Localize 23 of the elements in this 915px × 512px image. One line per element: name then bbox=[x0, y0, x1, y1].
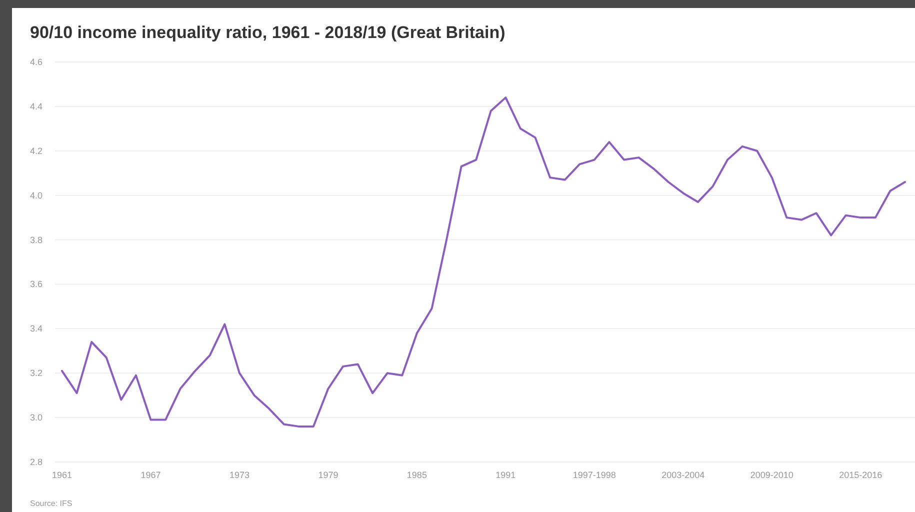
y-tick-label: 3.2 bbox=[30, 368, 43, 378]
x-tick-label: 1985 bbox=[406, 470, 427, 480]
chart-title: 90/10 income inequality ratio, 1961 - 2018/19 (Great Britain) bbox=[30, 23, 506, 42]
y-tick-label: 2.8 bbox=[30, 457, 43, 467]
x-tick-label: 1979 bbox=[318, 470, 338, 480]
x-tick-label: 1967 bbox=[140, 470, 161, 480]
y-tick-label: 4.0 bbox=[30, 190, 43, 200]
source-note: Source: IFS bbox=[30, 499, 72, 508]
x-tick-label: 1961 bbox=[52, 470, 72, 480]
y-tick-label: 3.4 bbox=[30, 324, 43, 334]
x-tick-label: 1991 bbox=[496, 470, 516, 480]
x-tick-label: 1973 bbox=[229, 470, 250, 480]
y-tick-label: 4.6 bbox=[30, 57, 43, 67]
line-series bbox=[61, 96, 906, 428]
x-tick-label: 2015-2016 bbox=[839, 470, 882, 480]
y-tick-label: 3.8 bbox=[30, 234, 43, 245]
x-tick-label: 1997-1998 bbox=[572, 470, 616, 480]
y-tick-label: 3.6 bbox=[30, 279, 43, 290]
x-tick-label: 2009-2010 bbox=[750, 470, 794, 480]
x-tick-label: 2003-2004 bbox=[662, 470, 705, 480]
y-tick-label: 3.0 bbox=[30, 412, 43, 423]
y-tick-label: 4.2 bbox=[30, 146, 43, 156]
y-tick-label: 4.4 bbox=[30, 101, 43, 112]
